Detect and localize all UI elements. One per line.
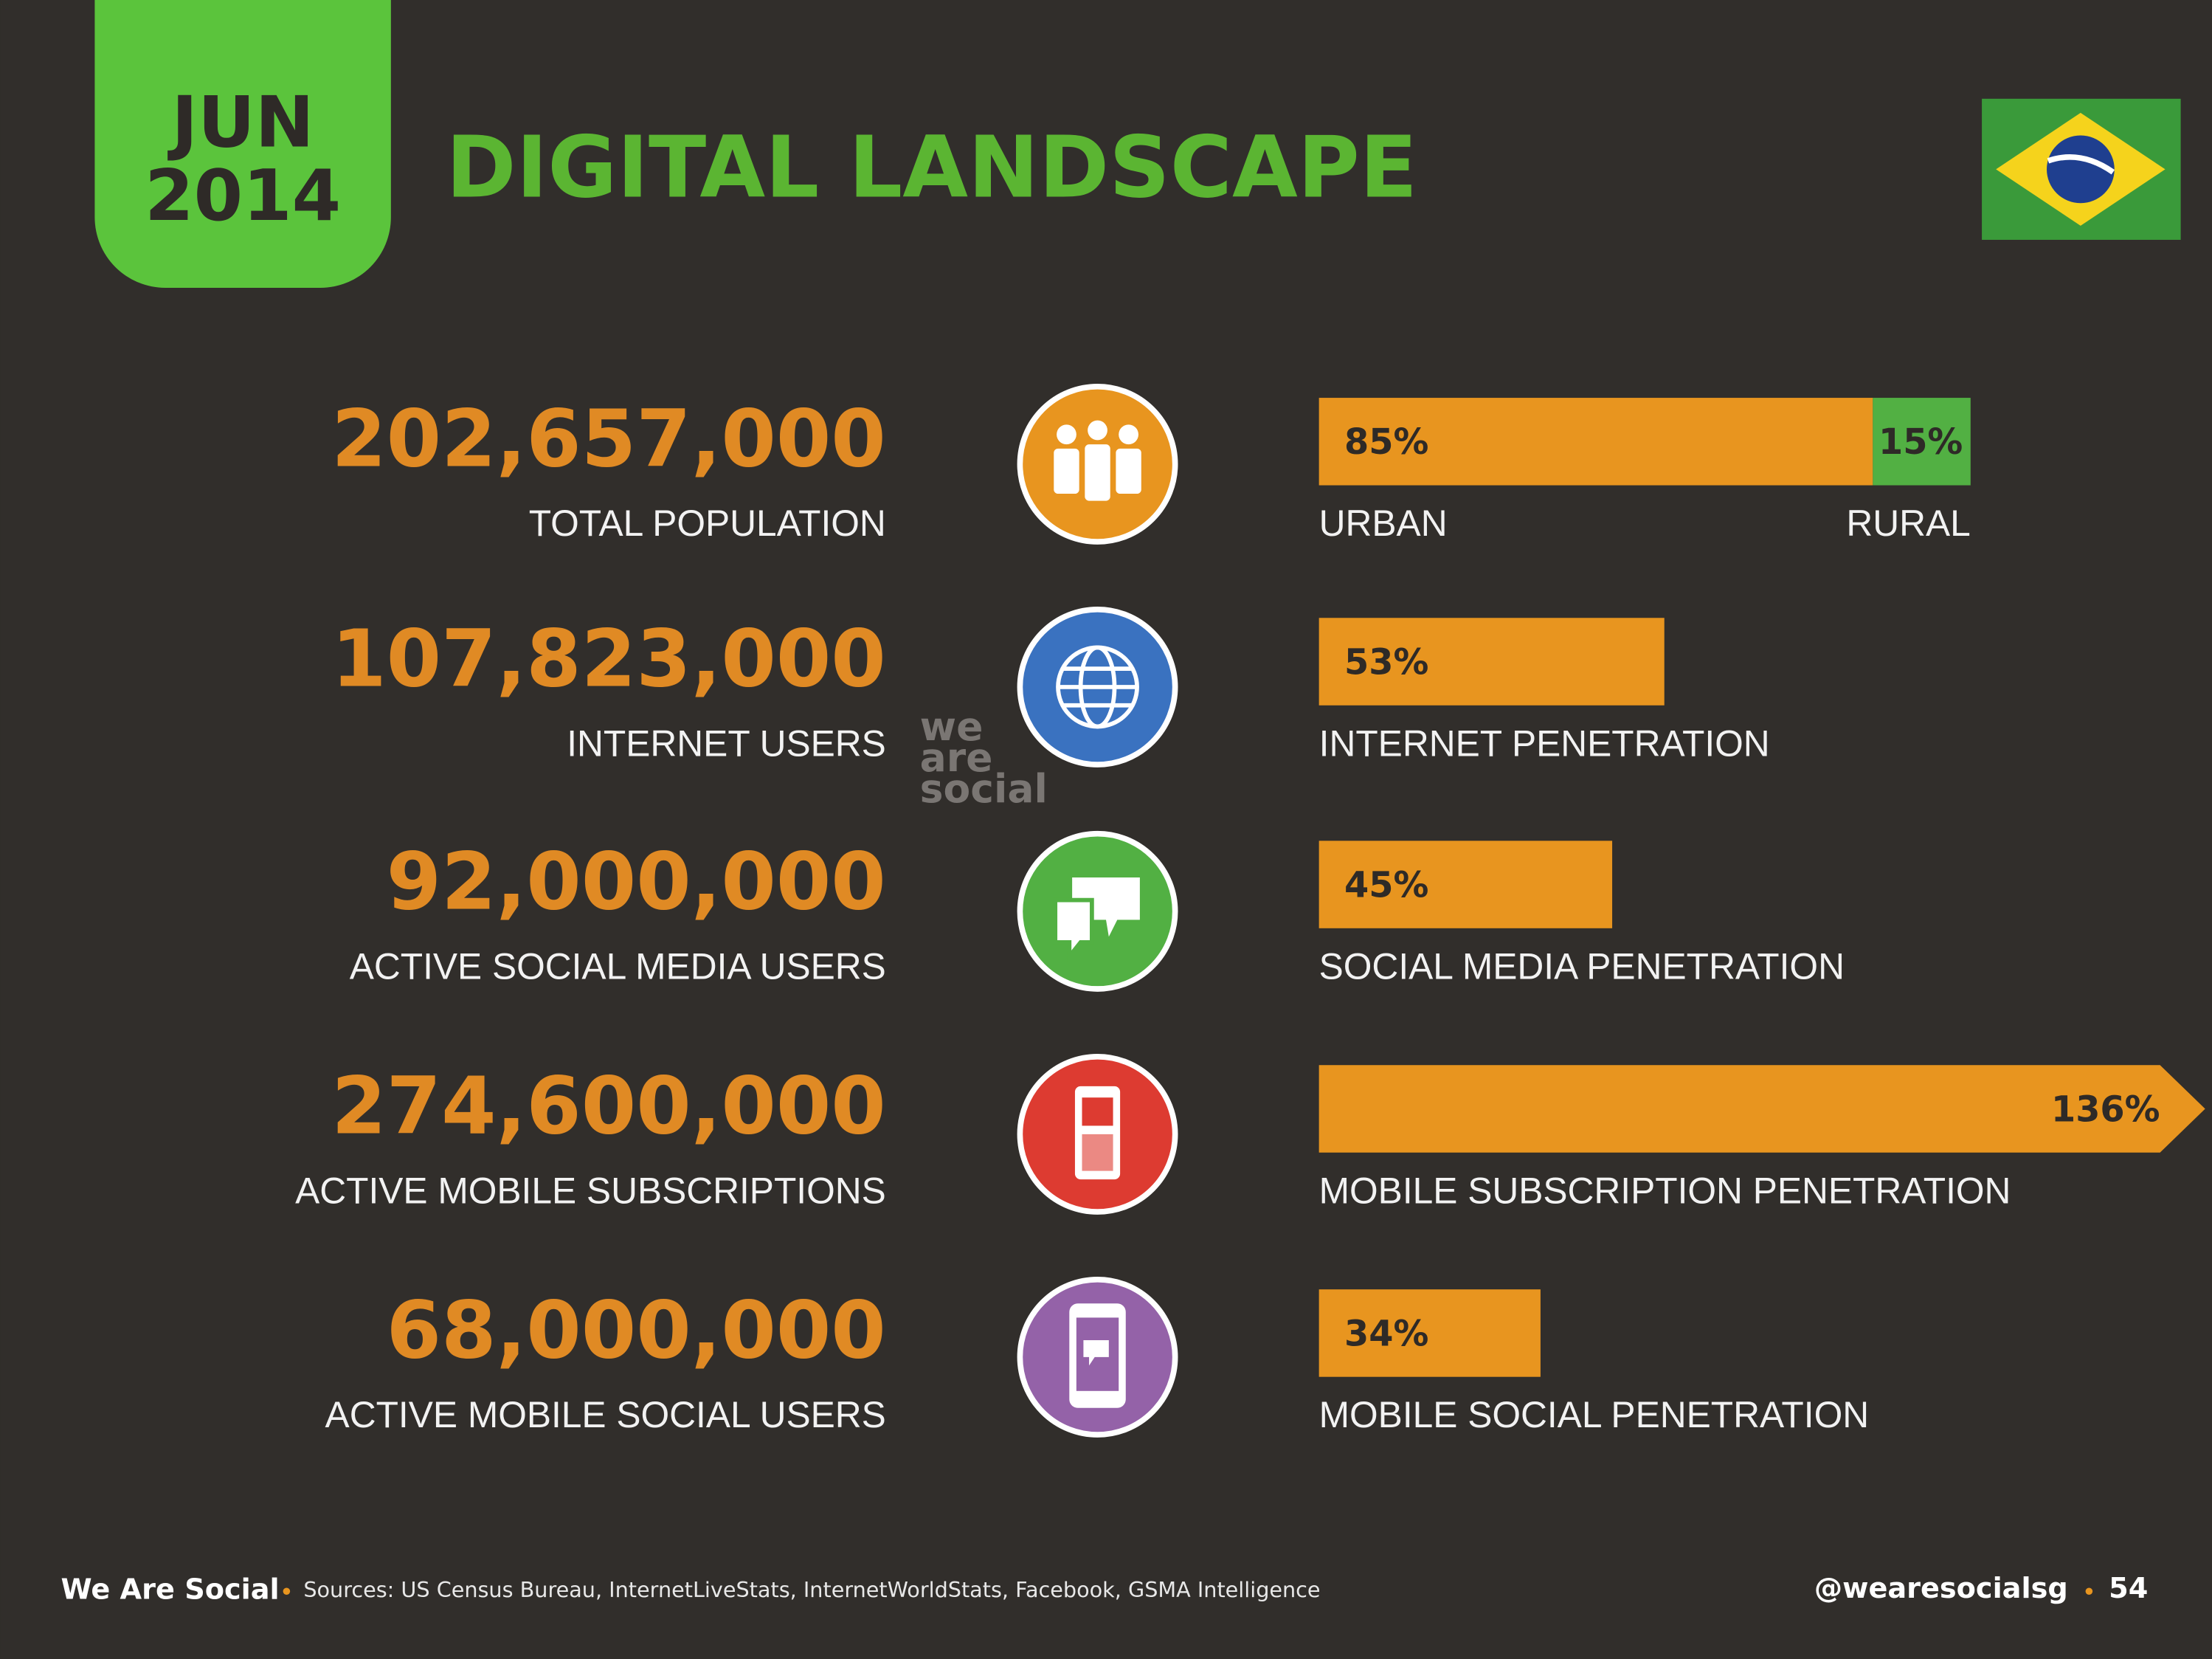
figure: 107,823,000 xyxy=(331,614,886,706)
bar xyxy=(1873,398,1971,486)
bar-value: 53% xyxy=(1344,642,1428,683)
figure-label: ACTIVE MOBILE SOCIAL USERS xyxy=(325,1394,886,1435)
bar xyxy=(1318,618,1665,706)
bar xyxy=(1318,398,1873,486)
bar xyxy=(1318,1289,1541,1377)
footer-brand: We Are Social xyxy=(61,1574,280,1607)
title: DIGITAL LANDSCAPE xyxy=(446,119,1417,217)
flag xyxy=(1982,98,2181,240)
page-number: 54 xyxy=(2109,1573,2148,1605)
icon-mobile xyxy=(1017,1053,1178,1215)
bar-label: MOBILE SUBSCRIPTION PENETRATION xyxy=(1319,1170,2011,1211)
rows: 202,657,000 TOTAL POPULATION 85% 15% URBAN RU… xyxy=(295,393,2205,1435)
watermark: are xyxy=(920,734,993,781)
icon-internet xyxy=(1017,606,1178,768)
footer-sources: Sources: US Census Bureau, InternetLiveS… xyxy=(303,1577,1320,1602)
figure-label: ACTIVE SOCIAL MEDIA USERS xyxy=(350,945,886,987)
bar xyxy=(1318,1065,2205,1153)
figure: 68,000,000 xyxy=(387,1286,886,1377)
watermark: we xyxy=(920,703,984,750)
figure: 92,000,000 xyxy=(387,837,886,928)
bar-label: MOBILE SOCIAL PENETRATION xyxy=(1319,1394,1869,1435)
figure: 202,657,000 xyxy=(331,393,886,485)
footer-handle: @wearesocialsg xyxy=(1814,1573,2068,1605)
bar-value: 85% xyxy=(1344,422,1428,463)
bar xyxy=(1318,841,1613,928)
bar-label: URBAN xyxy=(1319,503,1448,544)
bar-value: 15% xyxy=(1879,422,1963,463)
figure: 274,600,000 xyxy=(331,1061,886,1153)
date-badge xyxy=(94,0,391,288)
watermark: social xyxy=(920,765,1048,812)
badge-year: 2014 xyxy=(145,154,341,237)
bar-value: 45% xyxy=(1344,865,1428,906)
bar-value: 136% xyxy=(2051,1089,2160,1130)
badge-month: JUN xyxy=(167,80,314,163)
separator xyxy=(283,1587,291,1596)
figure-label: ACTIVE MOBILE SUBSCRIPTIONS xyxy=(295,1170,886,1211)
separator xyxy=(2085,1587,2093,1596)
figure-label: TOTAL POPULATION xyxy=(529,503,886,544)
bar-label: SOCIAL MEDIA PENETRATION xyxy=(1319,945,1845,987)
icon-mobile-social xyxy=(1017,1276,1178,1438)
icon-social xyxy=(1017,830,1178,992)
icon-population xyxy=(1017,383,1178,545)
bar-label: RURAL xyxy=(1846,503,1970,544)
bar-label: INTERNET PENETRATION xyxy=(1319,722,1770,764)
bar-value: 34% xyxy=(1344,1314,1428,1354)
figure-label: INTERNET USERS xyxy=(567,722,886,764)
